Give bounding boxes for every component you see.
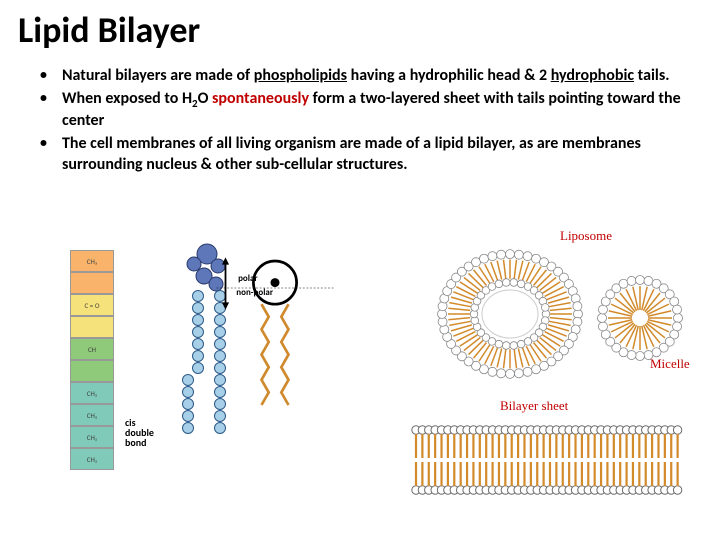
chem-row — [70, 272, 114, 294]
text-red: spontaneously — [212, 89, 309, 108]
micelle-label: Micelle — [650, 356, 690, 372]
cis-label: cis double bond — [125, 418, 154, 448]
liposome-label: Liposome — [560, 228, 612, 244]
text: O — [198, 89, 212, 108]
chem-column: CH₃C = OCHCH₂CH₂CH₂CH₂ — [70, 250, 116, 470]
nonpolar-label: non-polar — [236, 287, 274, 298]
chem-row: C = O — [70, 294, 114, 316]
polar-nonpolar-figure: polar non-polar — [210, 252, 340, 432]
liposome-figure — [430, 236, 590, 386]
chem-row: CH₂ — [70, 448, 114, 470]
text-underline: hydrophobic — [551, 66, 634, 85]
polar-label: polar — [238, 273, 258, 284]
chem-row: CH — [70, 338, 114, 360]
chem-row — [70, 316, 114, 338]
bullet-2: When exposed to H2O spontaneously form a… — [62, 89, 690, 132]
micelle-figure — [590, 268, 690, 368]
text: Natural bilayers are made of — [62, 66, 254, 85]
text: tails. — [634, 66, 669, 85]
chem-row — [70, 360, 114, 382]
bilayer-sheet-figure — [410, 420, 690, 500]
bilayer-label: Bilayer sheet — [500, 398, 568, 414]
text: When exposed to H — [62, 89, 192, 108]
figures-area: CH₃C = OCHCH₂CH₂CH₂CH₂ cis double bond p… — [0, 228, 720, 540]
bullet-1: Natural bilayers are made of phospholipi… — [62, 66, 690, 87]
text-underline: phospholipids — [254, 66, 347, 85]
chem-row: CH₂ — [70, 382, 114, 404]
text: The cell membranes of all living organis… — [62, 134, 641, 174]
chem-row: CH₂ — [70, 426, 114, 448]
bullet-3: The cell membranes of all living organis… — [62, 134, 690, 176]
chem-row: CH₃ — [70, 250, 114, 272]
chem-row: CH₂ — [70, 404, 114, 426]
bullet-list: Natural bilayers are made of phospholipi… — [0, 52, 720, 176]
text: having a hydrophilic head & 2 — [347, 66, 551, 85]
slide-title: Lipid Bilayer — [0, 0, 720, 52]
